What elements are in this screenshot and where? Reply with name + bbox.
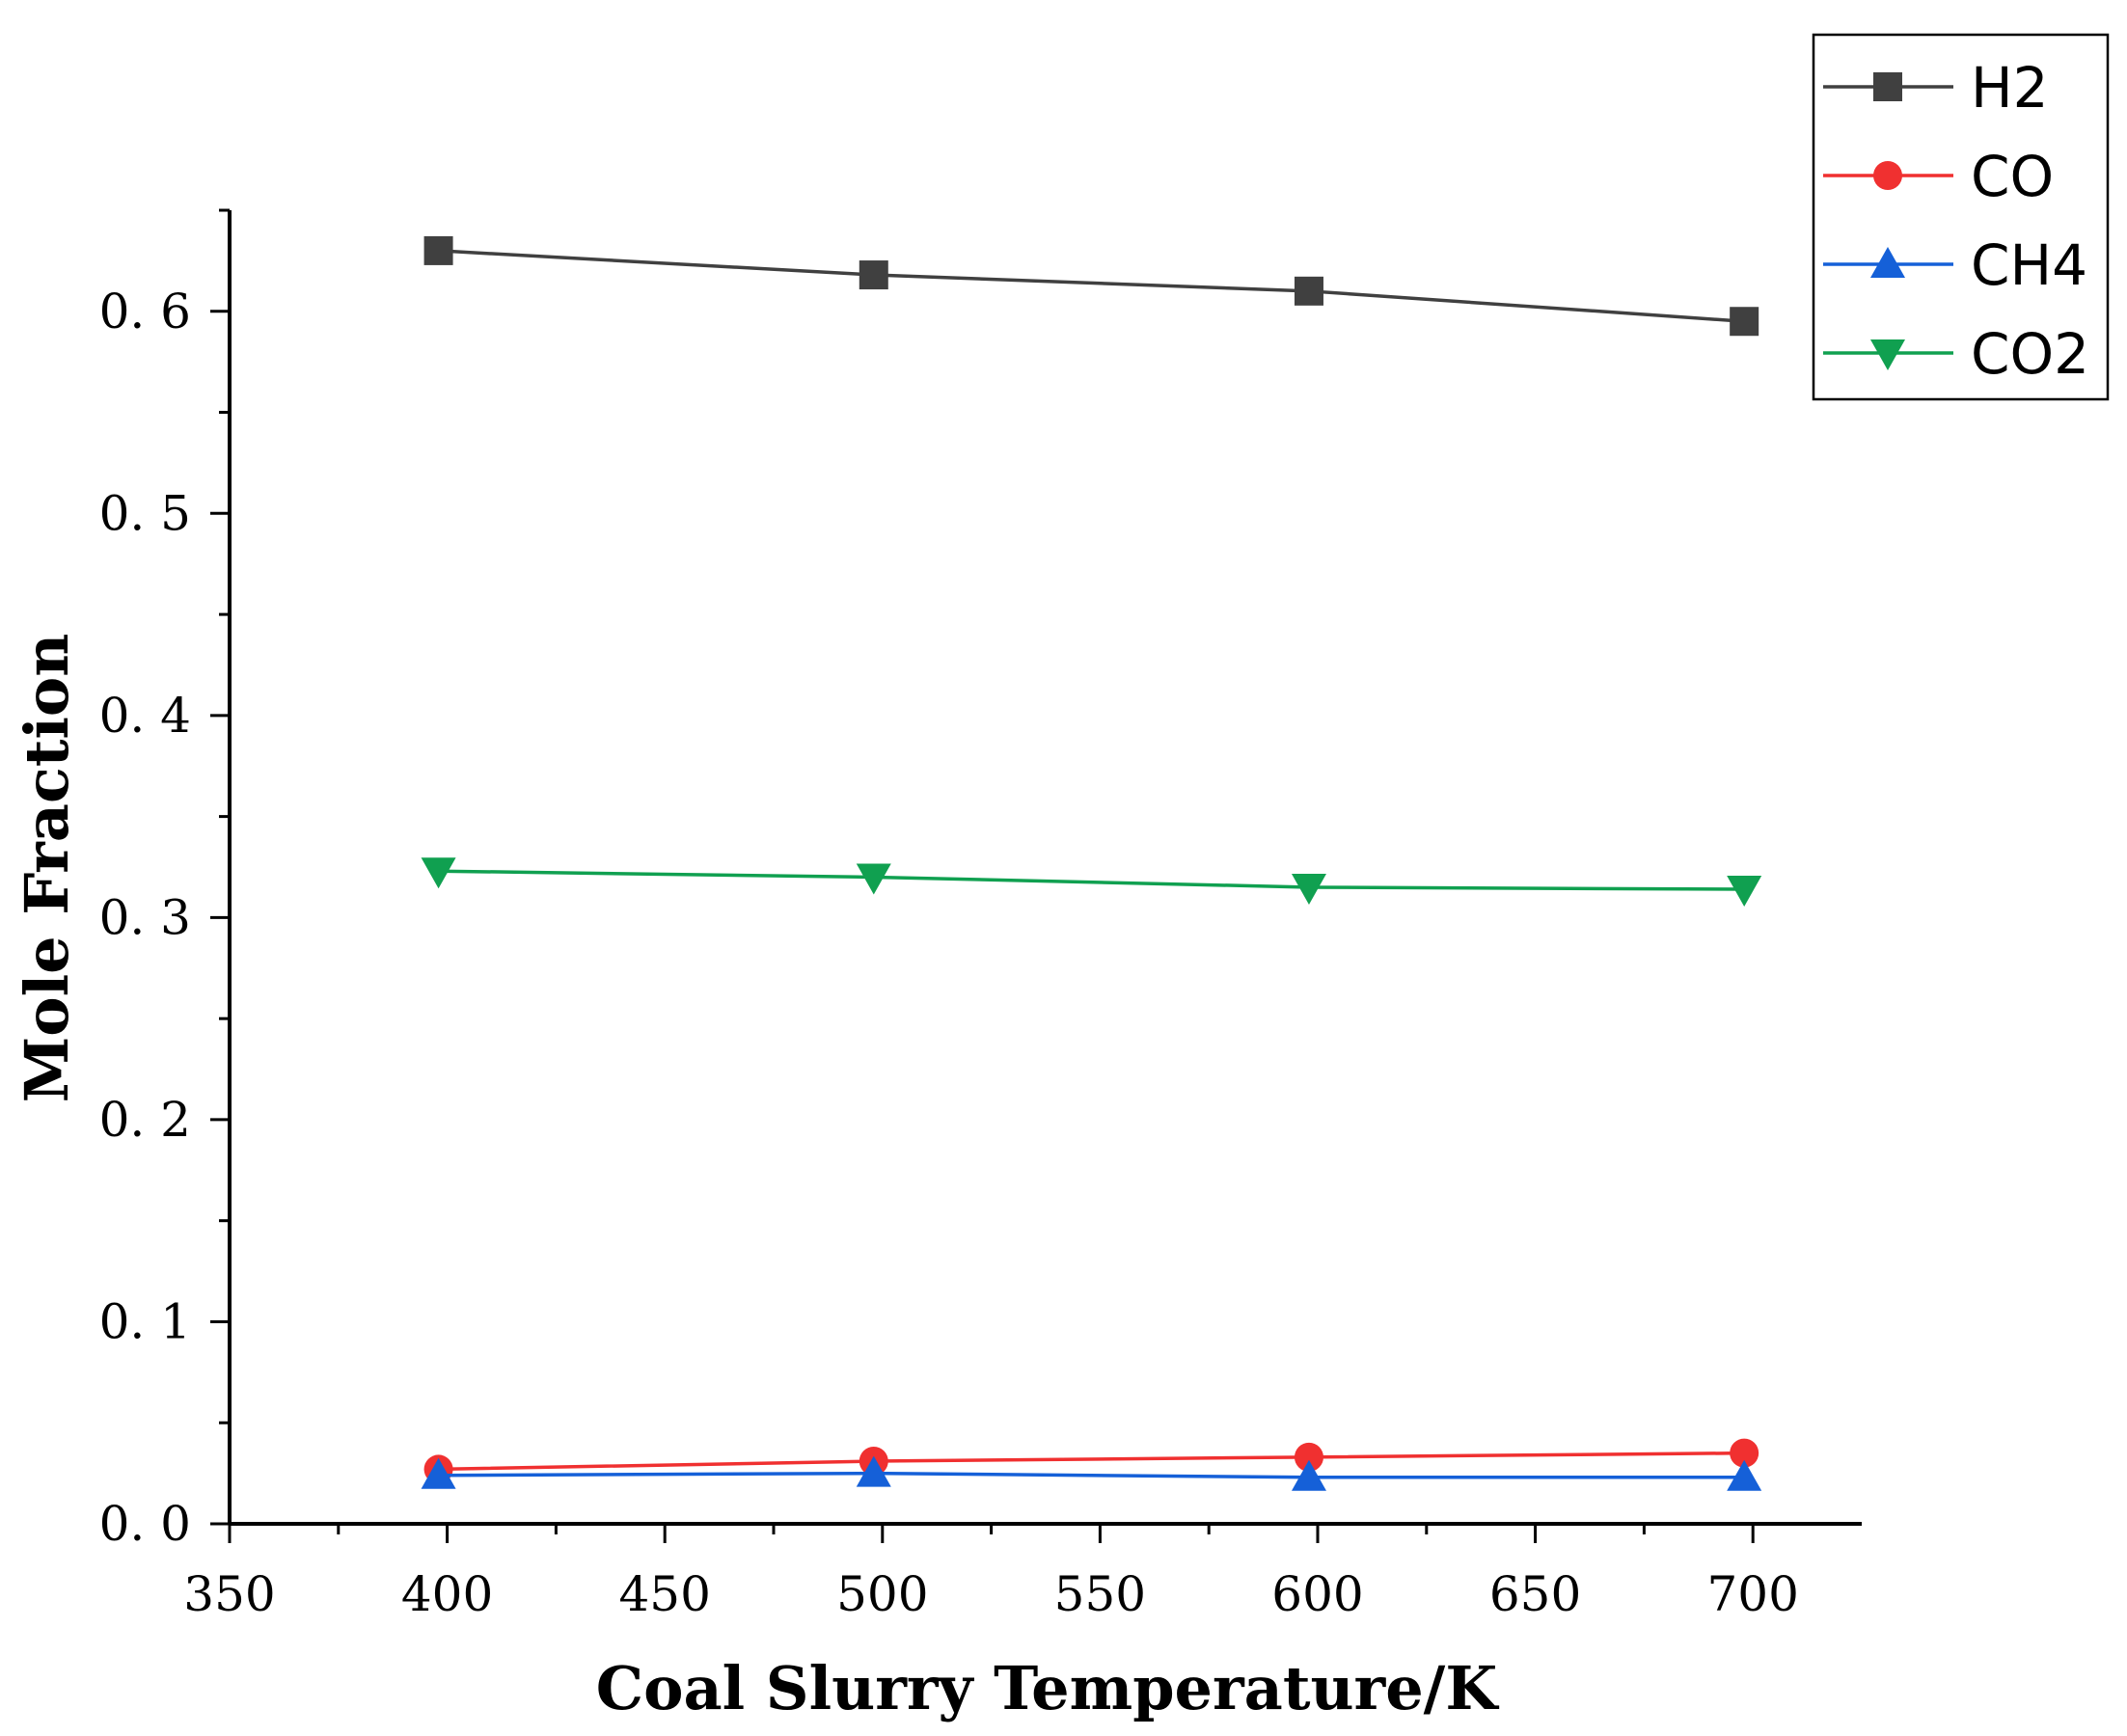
legend-label: CO2 bbox=[1971, 321, 2089, 387]
y-tick-label: 0. 2 bbox=[99, 1092, 191, 1148]
y-tick-label: 0. 5 bbox=[99, 485, 191, 541]
legend-marker bbox=[1870, 339, 1905, 370]
data-point-ch4 bbox=[1291, 1459, 1326, 1491]
data-point-h2 bbox=[859, 260, 888, 290]
x-axis-title: Coal Slurry Temperature/K bbox=[596, 1653, 1500, 1723]
legend-box bbox=[1812, 33, 2110, 401]
series-line-h2 bbox=[438, 249, 1745, 323]
data-point-co2 bbox=[421, 857, 456, 889]
y-tick-label: 0. 6 bbox=[99, 284, 191, 339]
data-point-co2 bbox=[1291, 873, 1326, 905]
series-line-co2 bbox=[438, 869, 1745, 891]
data-point-co2 bbox=[1727, 876, 1762, 908]
data-point-h2 bbox=[1294, 276, 1323, 306]
series-h2 bbox=[423, 235, 1759, 337]
legend-item-h2: H2 bbox=[1823, 55, 2049, 121]
legend-item-ch4: CH4 bbox=[1823, 232, 2087, 298]
data-point-ch4 bbox=[421, 1457, 456, 1489]
x-tick-label: 400 bbox=[401, 1566, 493, 1622]
x-tick-label: 350 bbox=[183, 1566, 275, 1622]
legend-label: CO bbox=[1971, 144, 2054, 209]
series-layer bbox=[421, 235, 1762, 1491]
legend-item-co2: CO2 bbox=[1823, 321, 2089, 387]
legend-marker bbox=[1870, 247, 1905, 278]
legend-label: H2 bbox=[1971, 55, 2049, 121]
data-point-ch4 bbox=[856, 1455, 891, 1487]
axes: 350 400 450 500 550 600 650 700 0. 0 0. 1 0. 2 0. 3… bbox=[99, 208, 1862, 1622]
x-tick-label: 700 bbox=[1706, 1566, 1798, 1622]
legend-label: CH4 bbox=[1971, 232, 2087, 298]
y-tick-label: 0. 4 bbox=[99, 688, 191, 744]
y-tick-label: 0. 0 bbox=[99, 1496, 191, 1552]
x-tick-label: 600 bbox=[1271, 1566, 1363, 1622]
data-point-h2 bbox=[1730, 307, 1759, 337]
series-ch4 bbox=[421, 1455, 1762, 1491]
series-line-co bbox=[438, 1451, 1745, 1472]
x-tick-label: 450 bbox=[618, 1566, 710, 1622]
data-point-co bbox=[1294, 1442, 1323, 1472]
series-co2 bbox=[421, 857, 1762, 908]
legend: H2 CO CH4 CO2 bbox=[1812, 33, 2110, 401]
x-tick-label: 500 bbox=[836, 1566, 928, 1622]
data-point-h2 bbox=[423, 235, 453, 265]
data-point-co bbox=[1730, 1438, 1759, 1468]
y-tick-label: 0. 3 bbox=[99, 889, 191, 945]
series-line-ch4 bbox=[438, 1471, 1745, 1479]
legend-marker bbox=[1873, 161, 1902, 190]
data-point-ch4 bbox=[1727, 1459, 1762, 1491]
legend-marker bbox=[1873, 72, 1902, 101]
x-tick-label: 550 bbox=[1054, 1566, 1146, 1622]
legend-item-co: CO bbox=[1823, 144, 2054, 209]
x-tick-label: 650 bbox=[1489, 1566, 1581, 1622]
y-axis-title: Mole Fraction bbox=[12, 634, 82, 1103]
data-point-co2 bbox=[856, 863, 891, 895]
y-tick-label: 0. 1 bbox=[99, 1293, 191, 1349]
